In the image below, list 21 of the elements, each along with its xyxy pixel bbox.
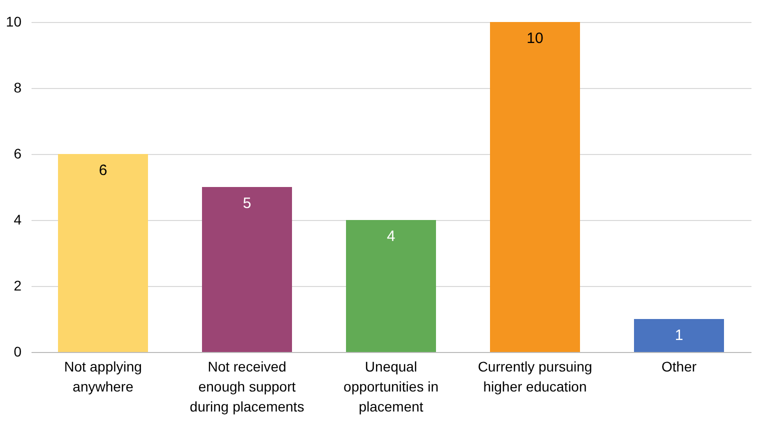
bar [490,22,580,352]
y-tick-label: 4 [14,212,22,228]
y-tick-label: 0 [14,344,22,360]
data-label: 4 [386,228,396,245]
bar [634,319,724,352]
y-tick-label: 10 [6,14,22,30]
y-tick-label: 6 [14,146,22,162]
x-tick-label: Currently pursuing higher education [478,358,592,394]
data-label: 10 [526,30,544,47]
x-tick-label: Unequal opportunities in placement [344,358,438,414]
bar [58,154,148,352]
bar [202,187,292,352]
data-label: 6 [98,162,108,179]
x-tick-label: Not received enough support during placements [190,358,304,414]
x-tick-label: Not applying anywhere [64,358,142,394]
y-tick-label: 2 [14,278,22,294]
data-label: 1 [674,327,684,344]
y-tick-label: 8 [14,80,22,96]
data-label: 5 [242,195,252,212]
bar [346,220,436,352]
x-tick-label: Other [661,358,697,374]
